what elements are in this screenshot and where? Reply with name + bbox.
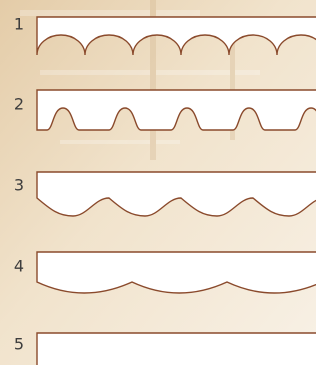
item-number: 3 (14, 176, 24, 195)
valance-shape (37, 252, 316, 293)
valance-shape (37, 333, 316, 365)
item-number: 5 (14, 335, 24, 354)
item-number: 4 (14, 257, 24, 276)
valance-catalog: 1 2 3 4 5 (0, 0, 316, 365)
page: {"items": [{"label": "1"}, {"label": "2"… (0, 0, 316, 365)
item-number: 1 (14, 15, 24, 34)
item-number: 2 (14, 95, 24, 114)
